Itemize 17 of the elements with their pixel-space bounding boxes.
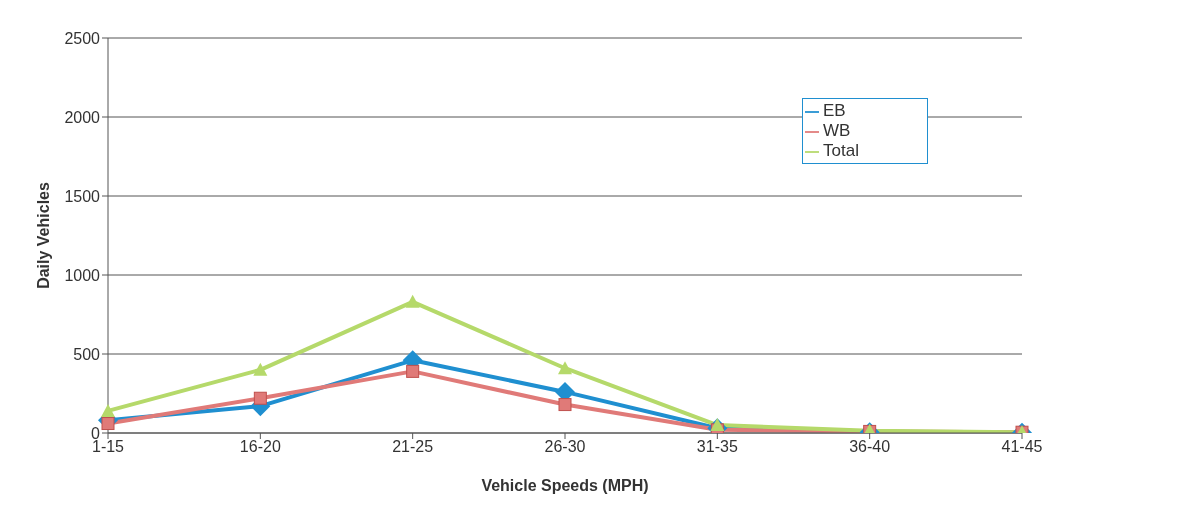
legend-label: EB <box>823 101 846 120</box>
x-tick-label: 36-40 <box>849 438 891 456</box>
y-tick-label: 500 <box>73 345 101 363</box>
x-tick-label: 16-20 <box>239 438 281 456</box>
y-axis-title: Daily Vehicles <box>34 182 52 289</box>
y-tick-label: 1500 <box>64 187 101 205</box>
legend-label: Total <box>823 141 859 160</box>
y-tick-label: 2000 <box>64 108 101 126</box>
legend-label: WB <box>823 121 851 140</box>
x-tick-label: 41-45 <box>1001 438 1043 456</box>
x-tick-label: 21-25 <box>392 438 434 456</box>
y-tick-label: 1000 <box>64 266 101 284</box>
x-axis-title: Vehicle Speeds (MPH) <box>481 477 649 494</box>
y-tick-label: 2500 <box>64 29 101 47</box>
x-tick-label: 26-30 <box>544 438 586 456</box>
x-tick-label: 31-35 <box>696 438 738 456</box>
x-tick-label: 1-15 <box>91 438 125 456</box>
